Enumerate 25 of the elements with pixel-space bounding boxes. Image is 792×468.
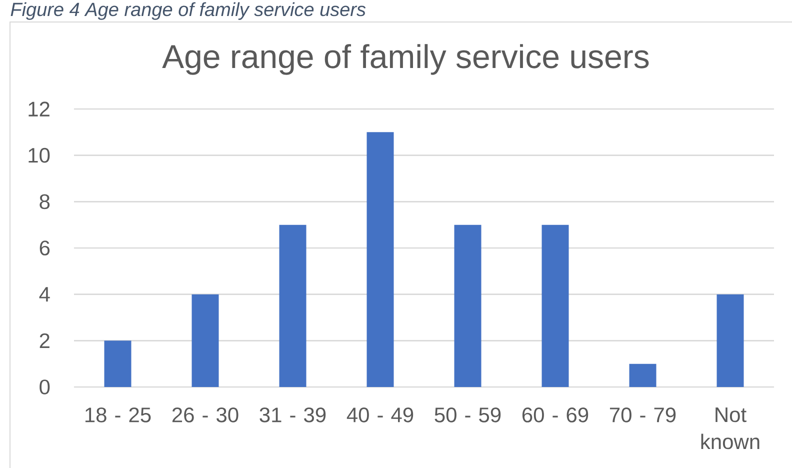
y-tick-label: 4 xyxy=(39,287,50,302)
caption: Figure 4 Age range of family service users xyxy=(10,2,366,20)
x-tick-label: 40 - 49 xyxy=(346,408,414,422)
bar xyxy=(279,224,306,387)
x-tick-label: 18 - 25 xyxy=(85,408,151,422)
x-tick-label: 50 - 59 xyxy=(434,408,501,422)
bar xyxy=(716,294,744,387)
x-tick-label: 60 - 69 xyxy=(522,408,588,422)
bar xyxy=(192,294,219,387)
y-tick-label: 6 xyxy=(40,240,50,256)
y-tick-label: 8 xyxy=(40,194,50,210)
y-tick-label: 10 xyxy=(28,148,50,163)
bar xyxy=(629,364,656,387)
bar xyxy=(454,224,482,387)
chart-title: Age range of family service users xyxy=(162,44,649,75)
x-tick-label: Not known xyxy=(701,408,760,450)
bar xyxy=(104,340,132,387)
x-tick-label: 70 - 79 xyxy=(610,408,676,422)
y-tick-label: 2 xyxy=(40,333,50,348)
y-tick-label: 0 xyxy=(40,380,50,394)
y-tick-label: 12 xyxy=(28,102,50,116)
x-tick-label: 26 - 30 xyxy=(172,408,238,422)
bar xyxy=(366,132,394,387)
bar xyxy=(542,224,569,387)
x-tick-label: 31 - 39 xyxy=(260,408,326,422)
